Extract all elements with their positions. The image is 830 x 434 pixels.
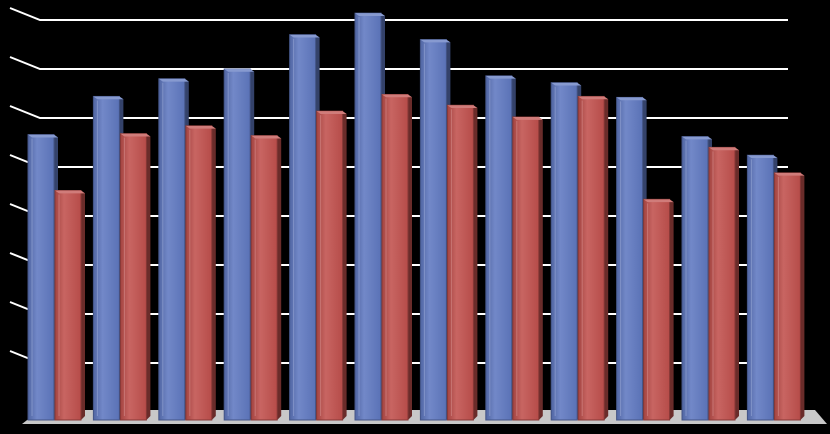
bar-side (800, 172, 805, 420)
bar-side (211, 125, 216, 420)
bar (185, 125, 216, 421)
bar-top (55, 190, 85, 194)
bar-side (277, 135, 282, 420)
bar-top (316, 111, 347, 114)
bar (419, 39, 451, 421)
bar-top (747, 155, 778, 159)
gridline (9, 56, 788, 70)
bar-top (551, 82, 582, 86)
bar-top (185, 125, 216, 129)
bar-top (485, 75, 516, 79)
bar (54, 190, 85, 421)
bar (158, 78, 189, 421)
gridline (9, 7, 788, 21)
bar-top (93, 96, 124, 100)
bar-top (382, 94, 412, 98)
bar-top (251, 135, 282, 139)
bar-top (643, 199, 674, 203)
bar-top (774, 172, 805, 176)
bar-top (578, 96, 609, 100)
bar (681, 136, 712, 421)
bar-top (355, 13, 385, 16)
bar-side (473, 105, 478, 420)
bar (446, 104, 478, 421)
bar (485, 75, 516, 421)
bar-side (342, 111, 347, 420)
bar (27, 134, 58, 421)
bar-top (224, 69, 255, 72)
bar-top (28, 134, 58, 138)
bar (250, 135, 282, 421)
bar (616, 96, 647, 421)
bar-top (158, 78, 189, 82)
bar-top (447, 105, 478, 109)
bar-top (512, 117, 543, 120)
bar (773, 172, 805, 421)
bar-side (408, 94, 412, 420)
bar (92, 95, 124, 421)
bar-side (146, 133, 151, 420)
bar (550, 82, 582, 421)
bar (746, 154, 778, 421)
bar-top (120, 133, 151, 137)
bar (577, 95, 609, 421)
bar (354, 12, 385, 421)
bar-top (682, 136, 712, 140)
bar-side (538, 117, 543, 421)
bar-side (81, 190, 85, 420)
bar (643, 198, 674, 421)
bar-top (289, 34, 320, 38)
bar (381, 93, 412, 421)
bar-top (616, 97, 647, 101)
bar (316, 110, 347, 421)
bar (289, 34, 320, 421)
bar (223, 68, 255, 421)
bar-side (604, 96, 609, 420)
bar (119, 133, 151, 421)
bar-top (420, 39, 451, 43)
bar (512, 116, 543, 421)
bar-top (709, 147, 739, 151)
bar-side (669, 199, 674, 420)
bar-side (735, 147, 739, 420)
bar (708, 146, 739, 421)
